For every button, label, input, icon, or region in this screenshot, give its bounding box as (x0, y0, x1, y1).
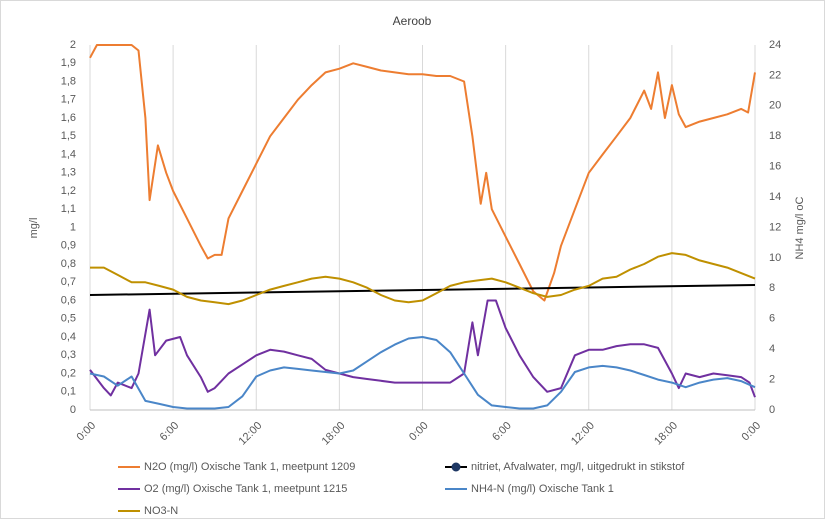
chart-title: Aeroob (393, 14, 432, 28)
y2-tick-label: 22 (769, 69, 781, 81)
y-tick-label: 0,9 (61, 240, 76, 252)
legend-label: O2 (mg/l) Oxische Tank 1, meetpunt 1215 (144, 483, 347, 495)
y-tick-label: 1,3 (61, 167, 76, 179)
series-line (89, 284, 756, 296)
y2-tick-label: 16 (769, 161, 781, 173)
y2-tick-label: 12 (769, 221, 781, 233)
y2-tick-label: 18 (769, 130, 781, 142)
series-line (89, 336, 756, 410)
y-axis-label: mg/l (28, 218, 40, 239)
y2-tick-label: 0 (769, 404, 775, 416)
y2-tick-label: 4 (769, 343, 775, 355)
legend-marker (451, 462, 461, 472)
y-tick-label: 1,1 (61, 203, 76, 215)
y-tick-label: 0,4 (61, 331, 76, 343)
y2-tick-label: 14 (769, 191, 781, 203)
y-tick-label: 0,5 (61, 313, 76, 325)
y2-tick-label: 8 (769, 282, 775, 294)
y-tick-label: 0,8 (61, 258, 76, 270)
legend-label: NO3-N (144, 505, 178, 517)
y2-tick-label: 6 (769, 313, 775, 325)
y-tick-label: 1,7 (61, 94, 76, 106)
y-tick-label: 1,8 (61, 75, 76, 87)
series-line (89, 299, 756, 398)
y-tick-label: 1,6 (61, 112, 76, 124)
y-tick-label: 0,3 (61, 349, 76, 361)
y-tick-label: 1,9 (61, 57, 76, 69)
legend-label: NH4-N (mg/l) Oxische Tank 1 (471, 483, 614, 495)
y-tick-label: 1,4 (61, 148, 76, 160)
y2-tick-label: 24 (769, 39, 781, 51)
legend-label: nitriet, Afvalwater, mg/l, uitgedrukt in… (471, 461, 685, 473)
y-tick-label: 0,6 (61, 294, 76, 306)
y2-tick-label: 10 (769, 252, 781, 264)
y-tick-label: 1,2 (61, 185, 76, 197)
y-tick-label: 0 (70, 404, 76, 416)
series-line (90, 252, 756, 306)
y-tick-label: 0,7 (61, 276, 76, 288)
y-tick-label: 2 (70, 39, 76, 51)
y2-tick-label: 2 (769, 373, 775, 385)
legend-label: N2O (mg/l) Oxische Tank 1, meetpunt 1209 (144, 461, 355, 473)
y-tick-label: 1,5 (61, 130, 76, 142)
y-tick-label: 0,1 (61, 386, 76, 398)
y2-axis-label: NH4 mg/l oC (794, 196, 806, 259)
y2-tick-label: 20 (769, 100, 781, 112)
y-tick-label: 0,2 (61, 367, 76, 379)
series-line (89, 44, 756, 302)
y-tick-label: 1 (70, 221, 76, 233)
